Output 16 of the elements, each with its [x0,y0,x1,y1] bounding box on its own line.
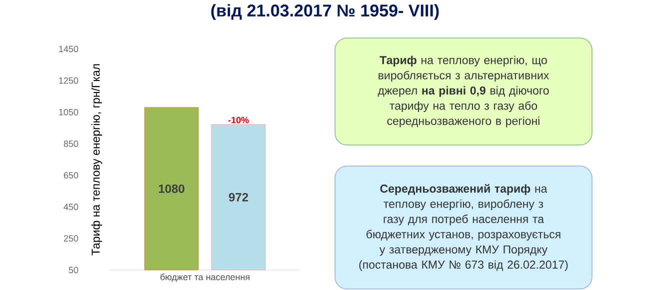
text: Тариф на теплову енергію, що виробляється з альтернативних джерел на рівні 0,9 від діючого тарифу на тепло з газу або середньозваженого в регіоні [378,56,550,128]
y-tick-label: 1450 [59,46,78,52]
text: Середньозважений тариф на теплову енергію, вироблену з газу для потреб населення та бюджетних установ, розраховується у затвердженому КМУ Порядку (постанова КМУ № 673 від 26.02.2017) [359,184,568,271]
annotation: -10% [228,116,249,124]
chart-title: (від 21.03.2017 № 1959- VIII) [211,4,439,20]
y-tick-label: 450 [64,204,78,210]
y-tick-label: 1050 [59,108,78,116]
y-tick-label: 1250 [59,77,78,84]
y-tick-label: 50 [68,266,78,274]
y-tick-label: 850 [64,140,78,147]
y-tick-label: 250 [64,235,78,242]
data-label: 972 [228,192,248,202]
x-tick-label: бюджет та населення [160,274,250,282]
data-label: 1080 [158,184,184,193]
y-axis-title: Тариф на теплову енергію, грн/Гкал [91,64,102,256]
y-tick-label: 650 [64,172,78,178]
